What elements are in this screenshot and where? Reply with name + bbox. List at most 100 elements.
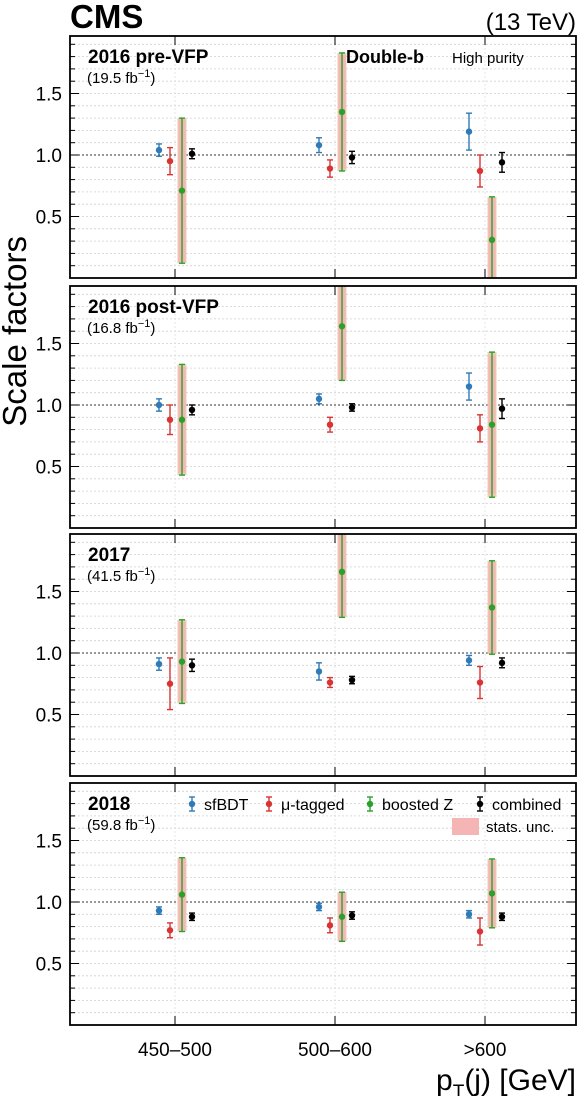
y-tick-label: 0.5: [36, 955, 62, 976]
mu-tagged-point: [476, 167, 484, 175]
panel-frame: [69, 285, 577, 529]
boosted-z-point: [338, 108, 346, 116]
panel-luminosity-value: (59.8 fb: [87, 817, 138, 834]
boosted-z-point: [178, 416, 186, 423]
legend-label-mu-tagged: μ-tagged: [281, 797, 344, 814]
panel-luminosity-exponent: −1: [138, 68, 151, 80]
boosted-z-point: [178, 891, 186, 898]
y-tick-label: 1.5: [36, 335, 62, 356]
mu-tagged-point: [476, 679, 484, 686]
y-tick-label: 1.5: [36, 832, 62, 853]
legend: sfBDT μ-tagged boosted Z combined stats. unc…: [188, 796, 561, 836]
legend-marker-point: [188, 800, 196, 808]
combined-point: [188, 913, 196, 920]
panel-title: 2016 post-VFP: [88, 297, 219, 318]
panel-frame: [69, 533, 577, 777]
boosted-z-point: [338, 568, 346, 576]
boosted-z-point: [488, 421, 496, 428]
x-tick-label: >600: [464, 1040, 507, 1061]
panel-luminosity-close: ): [150, 70, 155, 87]
panel-luminosity-value: (16.8 fb: [87, 320, 138, 337]
combined-point: [498, 913, 506, 920]
mu-tagged-point: [326, 922, 334, 929]
mu-tagged-point: [166, 416, 174, 423]
combined-point: [188, 406, 196, 414]
energy-label: (13 TeV): [486, 9, 576, 36]
data-marks: [155, 52, 506, 278]
legend-marker-combined: [476, 796, 484, 812]
boosted-z-point: [178, 658, 186, 665]
sfbdt-point: [315, 395, 323, 403]
panel-luminosity: (59.8 fb−1): [87, 815, 155, 834]
combined-point: [348, 404, 356, 411]
x-tick-label: 450–500: [138, 1040, 212, 1061]
y-tick-label: 1.5: [36, 583, 62, 604]
x-axis-label-main: p: [436, 1064, 453, 1096]
sfbdt-point: [315, 903, 323, 911]
legend-stat-swatch: [452, 818, 479, 835]
legend-marker-sfbdt: [188, 796, 196, 812]
boosted-z-point: [488, 890, 496, 897]
mu-tagged-point: [326, 165, 334, 172]
sfbdt-point: [155, 660, 163, 668]
legend-label-stat: stats. unc.: [486, 819, 554, 836]
panel-luminosity: (16.8 fb−1): [87, 318, 155, 337]
working-point-label: High purity: [452, 50, 524, 67]
legend-marker-point: [476, 800, 484, 808]
sfbdt-point: [465, 911, 473, 918]
x-tick-label: 500–600: [298, 1040, 372, 1061]
legend-label-sfbdt: sfBDT: [204, 797, 249, 814]
panel-frame: [69, 782, 577, 1026]
boosted-z-point: [338, 913, 346, 920]
mu-tagged-point: [166, 680, 174, 687]
legend-marker-boosted-z: [366, 796, 374, 812]
data-marks: [155, 286, 506, 498]
legend-label-combined: combined: [492, 797, 561, 814]
y-tick-label: 1.5: [36, 85, 62, 106]
sfbdt-point: [155, 146, 163, 154]
panel-luminosity-close: ): [150, 320, 155, 337]
panel-title: 2016 pre-VFP: [88, 47, 209, 68]
legend-marker-point: [366, 800, 374, 808]
mu-tagged-point: [326, 421, 334, 428]
sfbdt-point: [315, 141, 323, 149]
boosted-z-point: [488, 236, 496, 244]
y-tick-label: 0.5: [36, 706, 62, 727]
mu-tagged-point: [326, 679, 334, 686]
sfbdt-point: [465, 383, 473, 390]
x-axis-label-sub: T: [453, 1082, 465, 1096]
data-marks: [155, 534, 506, 711]
sfbdt-point: [465, 657, 473, 664]
combined-point: [498, 405, 506, 412]
y-tick-label: 0.5: [36, 208, 62, 229]
y-tick-label: 1.0: [36, 893, 62, 914]
sfbdt-point: [155, 907, 163, 914]
combined-point: [348, 912, 356, 919]
panel-title: 2017: [88, 545, 130, 566]
x-axis-label: pT(j) [GeV]: [436, 1064, 576, 1096]
boosted-z-point: [178, 187, 186, 194]
combined-point: [188, 662, 196, 669]
combined-point: [348, 154, 356, 161]
mu-tagged-point: [476, 425, 484, 432]
panel-luminosity: (41.5 fb−1): [87, 566, 155, 585]
panel-luminosity-exponent: −1: [138, 566, 151, 578]
y-tick-label: 1.0: [36, 644, 62, 665]
panel-frame: [69, 35, 577, 279]
panel-luminosity-value: (19.5 fb: [87, 70, 138, 87]
legend-label-boosted-z: boosted Z: [382, 797, 453, 814]
combined-point: [498, 659, 506, 667]
experiment-label: CMS: [70, 0, 143, 35]
panel-luminosity-close: ): [150, 817, 155, 834]
mu-tagged-point: [166, 927, 174, 934]
y-tick-label: 0.5: [36, 458, 62, 479]
legend-marker-point: [265, 800, 273, 808]
panel-luminosity-exponent: −1: [138, 318, 151, 330]
y-tick-label: 1.0: [36, 396, 62, 417]
boosted-z-point: [488, 604, 496, 611]
